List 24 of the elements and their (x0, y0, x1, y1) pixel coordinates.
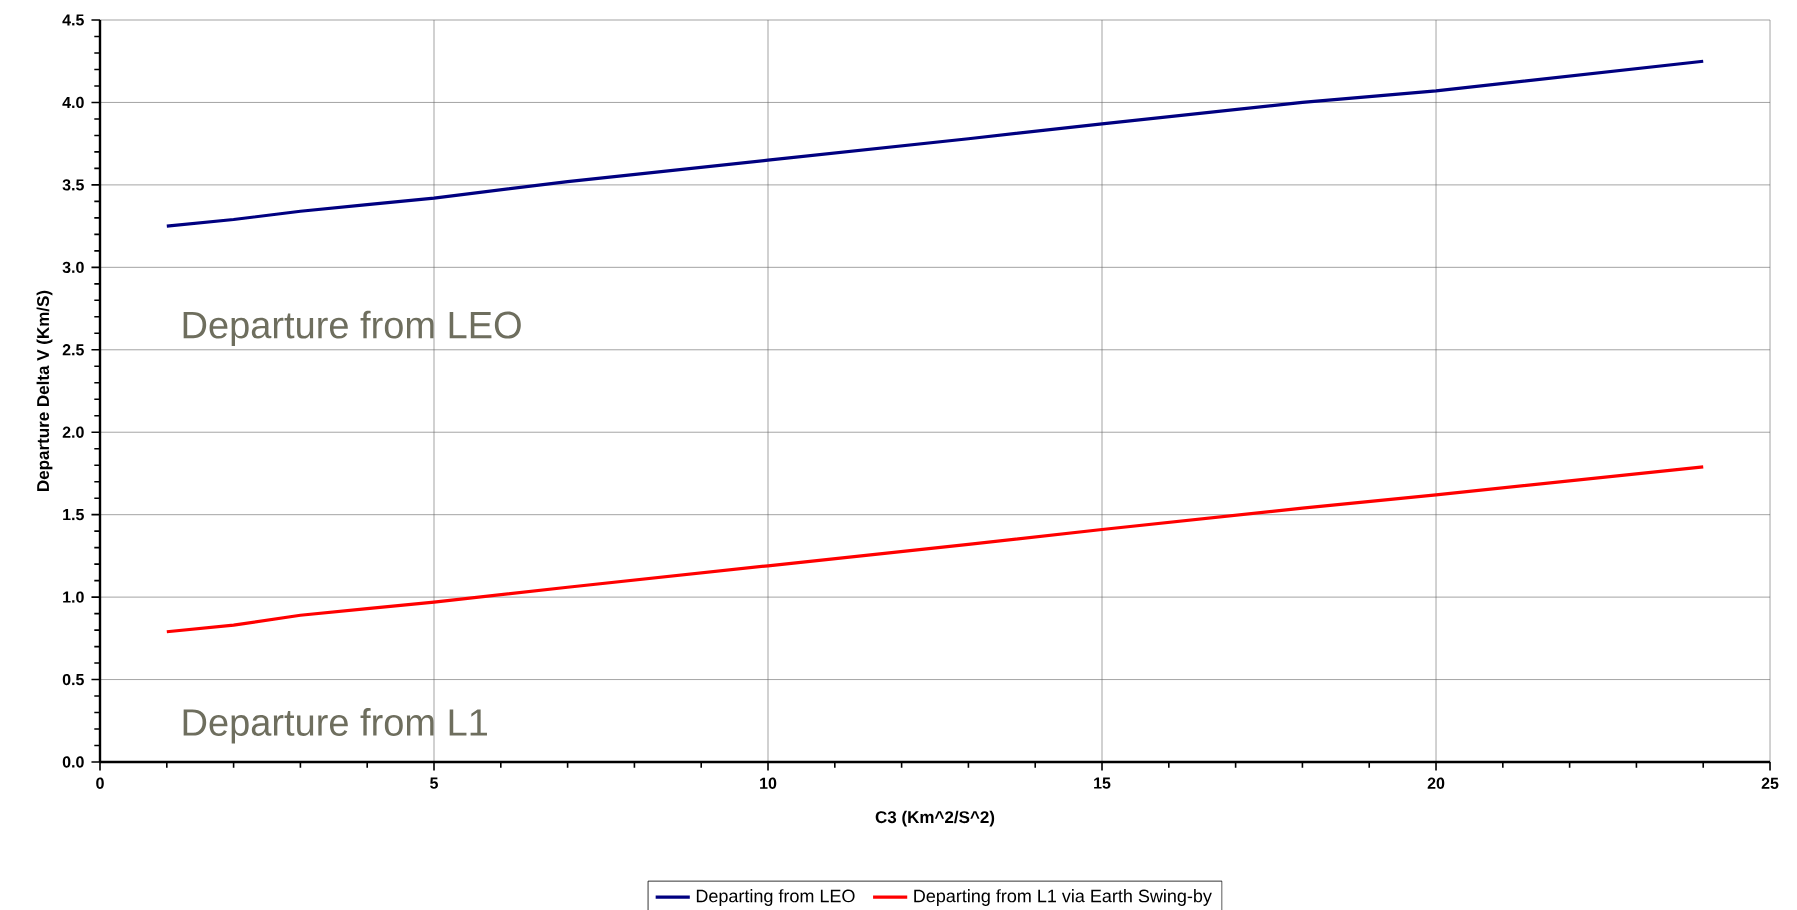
y-tick-label: 3.0 (62, 261, 84, 274)
y-tick-label: 2.5 (62, 344, 84, 356)
y-tick-label: 0.5 (62, 673, 84, 686)
x-tick-label: 20 (1427, 777, 1445, 789)
x-tick-label: 25 (1761, 777, 1779, 789)
y-tick-label: 4.5 (62, 14, 84, 26)
y-axis-title: Departure Delta V (Km/S) (36, 290, 53, 491)
y-tick-label: 3.5 (62, 179, 84, 191)
annotation: Departure from L1 (183, 708, 487, 744)
y-tick-label: 1.5 (63, 509, 84, 521)
y-tick-label: 4.0 (62, 96, 84, 109)
x-tick-label: 15 (1094, 777, 1111, 789)
legend-label: Departing from LEO (696, 889, 855, 906)
annotation: Departure from LEO (183, 310, 521, 347)
x-tick-label: 10 (760, 777, 777, 789)
y-tick-label: 0.0 (62, 756, 84, 768)
x-tick-label: 5 (430, 777, 438, 789)
line-series (165, 59, 1705, 228)
legend-label: Departing from L1 via Earth Swing-by (914, 889, 1212, 906)
x-tick-label: 0 (96, 777, 104, 789)
y-tick-label: 2.0 (62, 426, 84, 438)
x-axis-title: C3 (Km^2/S^2) (875, 810, 995, 827)
y-tick-label: 1.0 (63, 591, 84, 603)
line-series (165, 465, 1705, 634)
